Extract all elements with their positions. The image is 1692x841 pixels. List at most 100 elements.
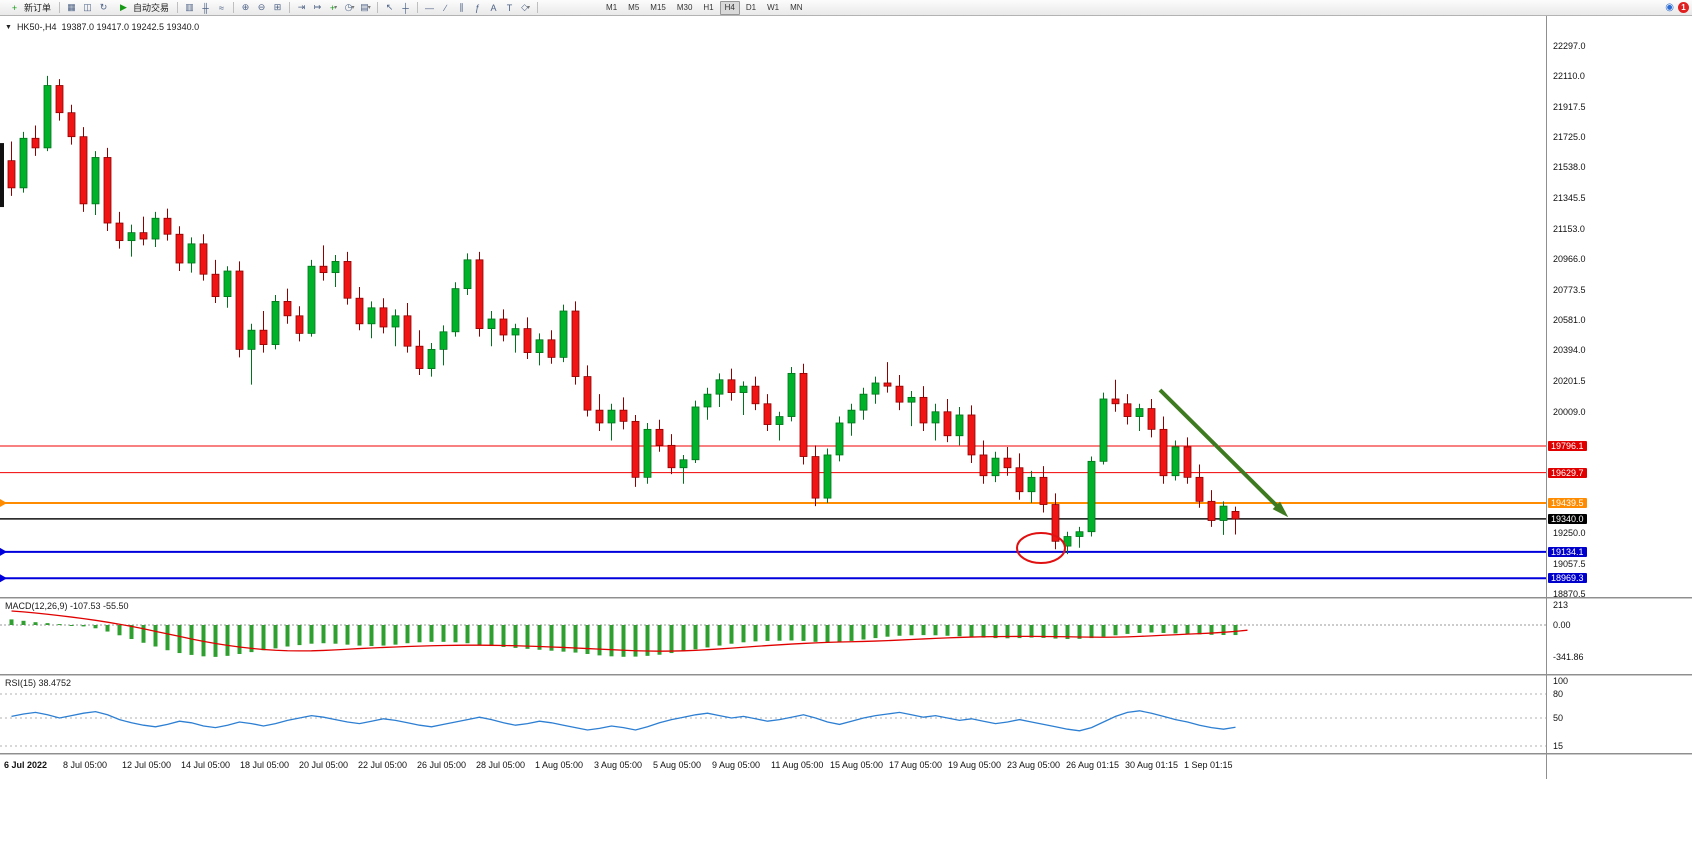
panel-separator[interactable] — [0, 597, 1692, 599]
macd-bar — [993, 625, 998, 639]
candle — [871, 382, 880, 395]
time-tick-label: 8 Jul 05:00 — [63, 760, 108, 770]
chart-dropdown-icon[interactable]: ▼ — [5, 23, 12, 31]
macd-label: MACD(12,26,9) -107.53 -55.50 — [5, 601, 129, 611]
trendline-tool-icon[interactable]: ∕ — [444, 2, 447, 13]
macd-bar — [429, 625, 434, 642]
label-tool-icon[interactable]: T — [506, 2, 513, 13]
timeframe-m5[interactable]: M5 — [628, 2, 640, 12]
macd-bar — [789, 625, 794, 641]
templates-icon[interactable]: ▤ ▾ — [360, 2, 371, 12]
macd-bar — [597, 625, 602, 656]
zoom-out-icon[interactable]: ⊖ — [257, 2, 266, 12]
periods-icon[interactable]: ◷ ▾ — [344, 2, 355, 12]
macd-bar — [141, 625, 146, 643]
timeframe-m30[interactable]: M30 — [676, 2, 693, 12]
notification-badge[interactable]: 1 — [1678, 2, 1689, 13]
macd-bar — [249, 625, 254, 653]
zoom-in-icon[interactable]: ⊕ — [241, 2, 250, 12]
toolbar-separator — [377, 2, 379, 13]
timeframe-w1[interactable]: W1 — [767, 2, 780, 12]
candle — [451, 288, 460, 333]
trend-arrow[interactable] — [1158, 388, 1286, 515]
candle — [763, 403, 772, 425]
macd-bar — [741, 625, 746, 643]
time-tick-label: 26 Jul 05:00 — [417, 760, 467, 770]
time-tick-label: 9 Aug 05:00 — [712, 760, 761, 770]
macd-bar — [165, 625, 170, 651]
candle — [1111, 398, 1120, 405]
chat-icon[interactable]: ◉ — [1665, 2, 1674, 13]
macd-bar — [477, 625, 482, 645]
price-tick-label: 21538.0 — [1553, 162, 1586, 173]
price-tick-label: 20966.0 — [1553, 253, 1586, 264]
candlestick-chart-icon[interactable]: ╫ — [202, 2, 209, 13]
tile-windows-icon[interactable]: ⊞ — [273, 2, 282, 12]
candle — [247, 329, 256, 350]
indicators-icon[interactable]: + ▾ — [329, 2, 338, 13]
candle — [1219, 505, 1228, 521]
macd-bar — [861, 625, 866, 640]
candle — [715, 379, 724, 395]
candle — [511, 328, 520, 336]
candle — [1015, 467, 1024, 493]
indicators-icon-dropdown[interactable]: ▾ — [334, 5, 338, 11]
macd-bar — [501, 625, 506, 647]
fibonacci-tool-icon[interactable]: ƒ — [475, 2, 481, 13]
timeframe-d1[interactable]: D1 — [745, 2, 757, 12]
chart-shift-icon[interactable]: ↦ — [313, 2, 322, 12]
cursor-icon[interactable]: ↖ — [385, 2, 394, 12]
macd-bar — [921, 625, 926, 636]
refresh-icon[interactable]: ↻ — [99, 2, 108, 12]
auto-scroll-icon[interactable]: ⇥ — [297, 2, 306, 12]
macd-bar — [837, 625, 842, 642]
toolbar-separator — [59, 2, 61, 13]
price-line-label: 19340.0 — [1548, 513, 1587, 524]
macd-bar — [729, 625, 734, 644]
candle — [295, 315, 304, 334]
toolbar-separator — [289, 2, 291, 13]
macd-bar — [81, 625, 86, 627]
timeframe-m1[interactable]: M1 — [606, 2, 618, 12]
chart-ohlc: 19387.0 19417.0 19242.5 19340.0 — [61, 22, 200, 32]
text-tool-icon[interactable]: A — [490, 2, 497, 13]
macd-scale-label: 213 — [1553, 600, 1569, 611]
candle — [355, 297, 364, 325]
macd-bar — [897, 625, 902, 636]
hline-tool-icon[interactable]: — — [425, 2, 435, 13]
line-chart-icon[interactable]: ≈ — [219, 2, 224, 13]
channel-tool-icon[interactable]: ∥ — [459, 2, 464, 12]
candle — [319, 265, 328, 274]
bar-chart-icon[interactable]: ▥ — [185, 2, 194, 12]
panel-separator[interactable] — [0, 674, 1692, 676]
price-axis: 22297.0 22110.0 21917.5 21725.0 21538.0 21345… — [1547, 16, 1692, 599]
macd-bar — [117, 625, 122, 636]
candle — [439, 331, 448, 350]
timeframe-h4[interactable]: H4 — [719, 0, 740, 15]
timeframe-mn[interactable]: MN — [790, 2, 803, 12]
price-chart[interactable] — [0, 16, 1546, 597]
autotrading-button[interactable]: ▶ 自动交易 — [112, 1, 173, 14]
time-tick-label: 5 Aug 05:00 — [653, 760, 702, 770]
templates-icon-dropdown[interactable]: ▾ — [367, 5, 371, 11]
macd-bar — [621, 625, 626, 657]
macd-bar — [849, 625, 854, 641]
rsi-panel[interactable] — [0, 676, 1546, 753]
crosshair-icon[interactable]: ┼ — [402, 2, 409, 13]
timeframe-m15[interactable]: M15 — [650, 2, 666, 12]
toolbar-right-group: ◉ 1 — [1665, 2, 1689, 13]
candle — [679, 459, 688, 469]
shapes-tool-icon-dropdown[interactable]: ▾ — [526, 5, 530, 11]
time-tick-label: 1 Sep 01:15 — [1184, 760, 1233, 770]
ellipse-annotation[interactable] — [1016, 532, 1066, 564]
chart-window-icon[interactable]: ▦ — [67, 2, 76, 12]
new-order-button[interactable]: + 新订单 — [3, 1, 55, 14]
timeframe-h1[interactable]: H1 — [703, 2, 714, 12]
price-tick-label: 18870.5 — [1553, 589, 1586, 599]
price-tick-label: 22297.0 — [1553, 41, 1586, 51]
periods-icon-dropdown[interactable]: ▾ — [351, 5, 355, 11]
shapes-tool-icon[interactable]: ◇ ▾ — [521, 2, 530, 12]
profiles-icon[interactable]: ◫ — [83, 2, 92, 12]
macd-panel[interactable] — [0, 599, 1546, 674]
macd-bar — [933, 625, 938, 636]
